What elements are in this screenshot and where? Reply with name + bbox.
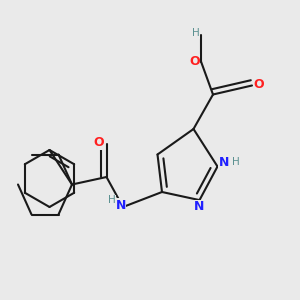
Text: O: O — [253, 77, 264, 91]
Text: H: H — [232, 157, 240, 167]
Text: N: N — [194, 200, 205, 213]
Text: N: N — [219, 155, 229, 169]
Text: N: N — [116, 199, 126, 212]
Text: O: O — [94, 136, 104, 149]
Text: H: H — [108, 195, 116, 206]
Text: H: H — [192, 28, 200, 38]
Text: O: O — [189, 55, 200, 68]
